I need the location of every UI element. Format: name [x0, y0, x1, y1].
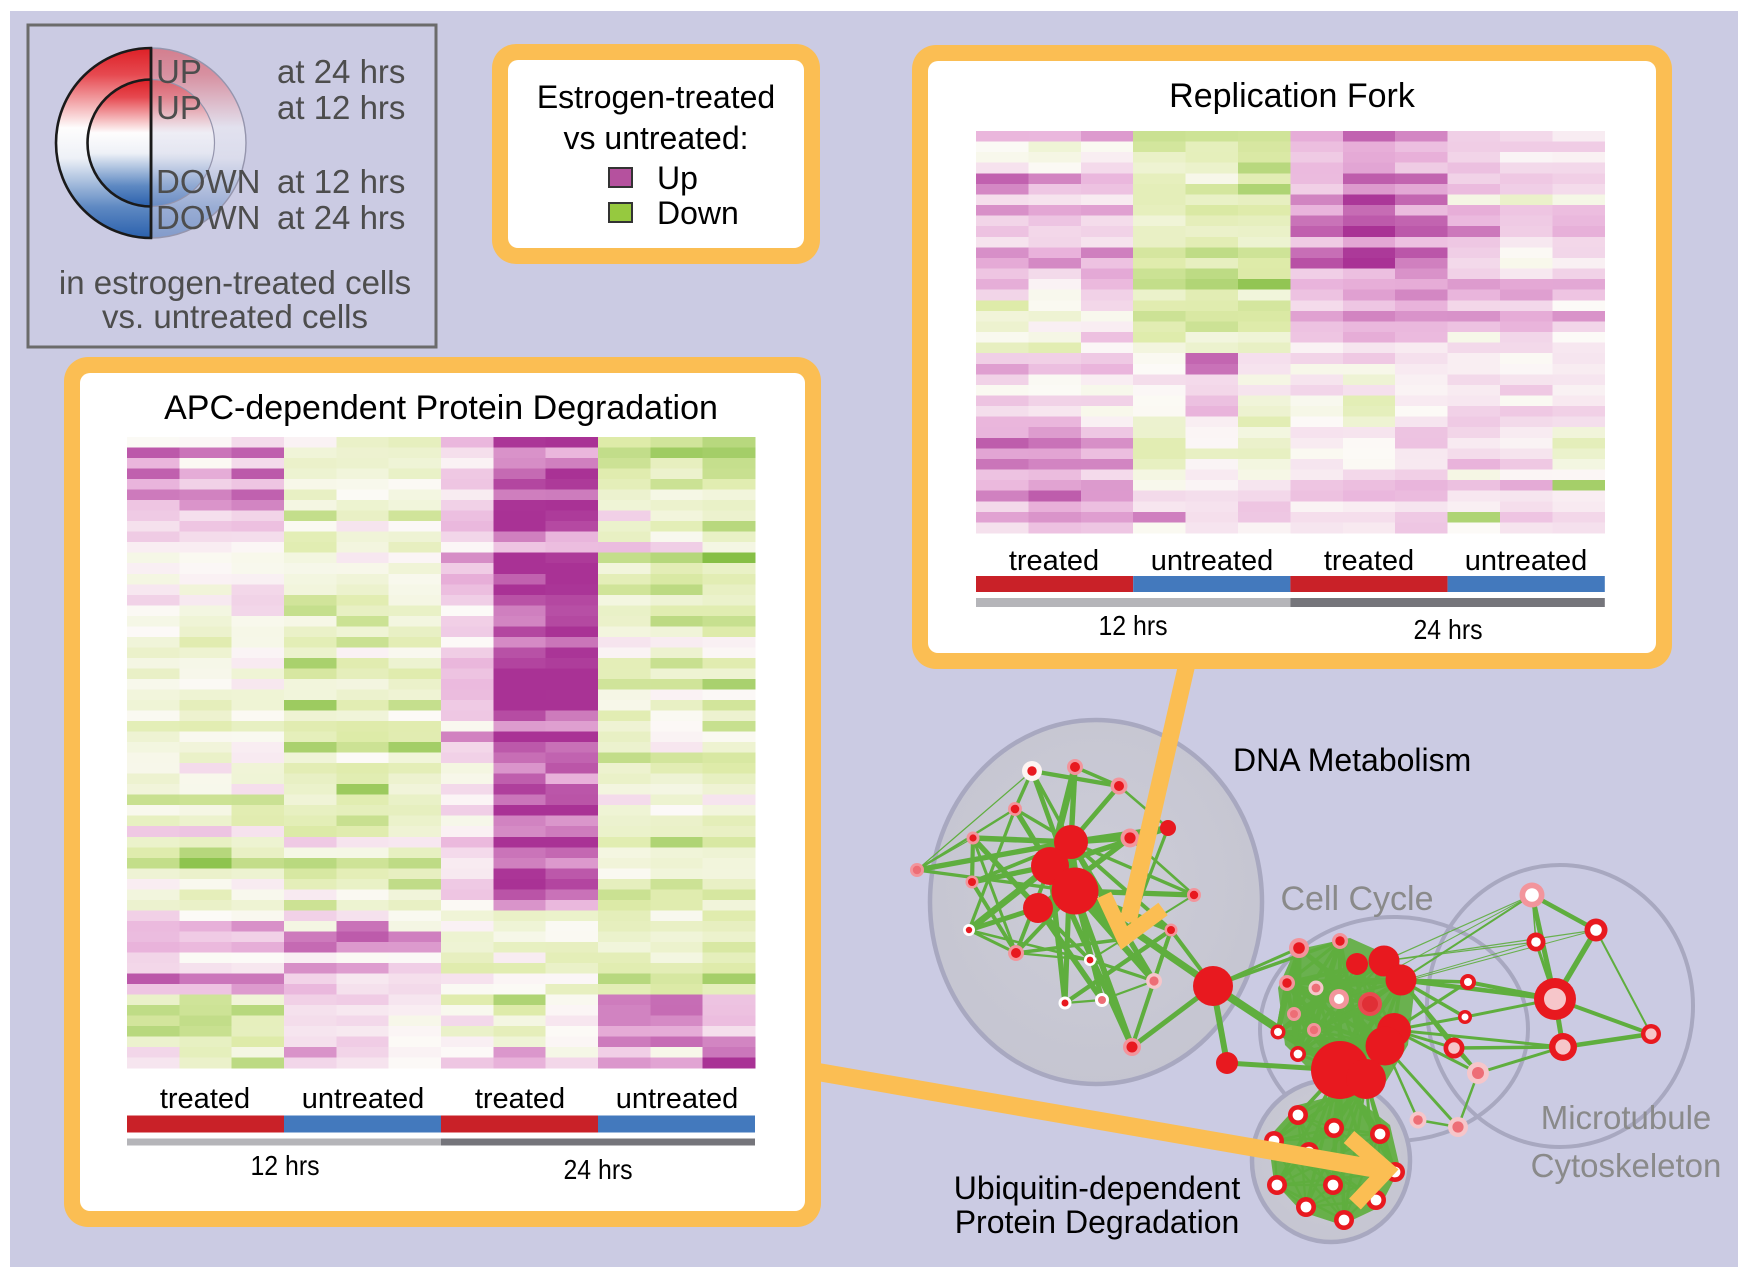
svg-text:treated: treated	[1324, 545, 1414, 577]
svg-text:Up: Up	[657, 160, 698, 196]
svg-text:at 12 hrs: at 12 hrs	[277, 163, 405, 200]
svg-text:at 12 hrs: at 12 hrs	[277, 89, 405, 126]
svg-text:Microtubule: Microtubule	[1541, 1099, 1712, 1136]
svg-text:Cell Cycle: Cell Cycle	[1280, 880, 1433, 918]
svg-text:24 hrs: 24 hrs	[564, 1154, 633, 1185]
svg-text:DNA Metabolism: DNA Metabolism	[1233, 742, 1471, 778]
svg-text:Ubiquitin-dependent: Ubiquitin-dependent	[954, 1170, 1241, 1206]
svg-text:Protein Degradation: Protein Degradation	[955, 1204, 1240, 1240]
svg-text:at 24 hrs: at 24 hrs	[277, 199, 405, 236]
svg-text:DOWN: DOWN	[156, 163, 260, 200]
svg-text:24 hrs: 24 hrs	[1414, 614, 1483, 645]
svg-text:vs untreated:: vs untreated:	[564, 120, 749, 156]
svg-text:untreated: untreated	[1465, 545, 1588, 577]
svg-text:UP: UP	[156, 89, 202, 126]
svg-text:in estrogen-treated cells: in estrogen-treated cells	[59, 264, 411, 301]
svg-text:12 hrs: 12 hrs	[1099, 610, 1168, 641]
svg-text:vs. untreated cells: vs. untreated cells	[102, 298, 368, 335]
svg-text:treated: treated	[475, 1083, 565, 1115]
svg-text:Estrogen-treated: Estrogen-treated	[537, 79, 775, 115]
svg-text:Replication Fork: Replication Fork	[1169, 77, 1416, 115]
svg-text:Down: Down	[657, 195, 739, 231]
svg-text:treated: treated	[160, 1083, 250, 1115]
svg-text:UP: UP	[156, 53, 202, 90]
svg-text:untreated: untreated	[302, 1083, 425, 1115]
svg-text:12 hrs: 12 hrs	[251, 1150, 320, 1181]
svg-text:treated: treated	[1009, 545, 1099, 577]
svg-text:at 24 hrs: at 24 hrs	[277, 53, 405, 90]
svg-text:untreated: untreated	[616, 1083, 739, 1115]
svg-text:Cytoskeleton: Cytoskeleton	[1531, 1147, 1722, 1184]
svg-text:APC-dependent Protein Degradat: APC-dependent Protein Degradation	[164, 389, 718, 427]
svg-text:DOWN: DOWN	[156, 199, 260, 236]
svg-text:untreated: untreated	[1151, 545, 1274, 577]
